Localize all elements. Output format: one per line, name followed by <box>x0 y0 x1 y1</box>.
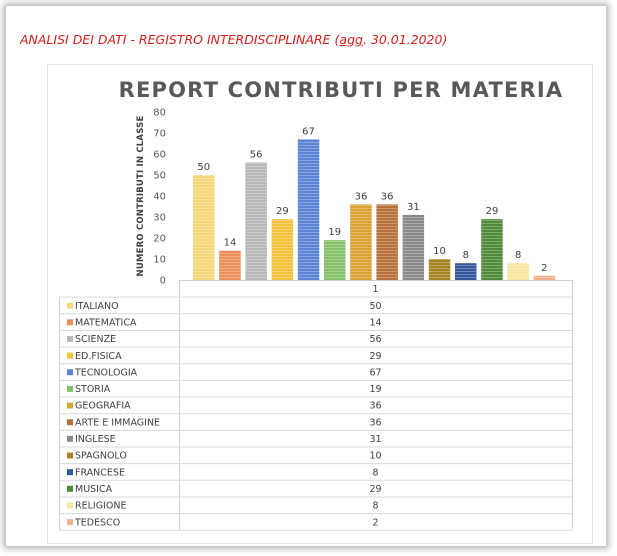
table-series-name: MATEMATICA <box>75 317 137 328</box>
legend-key <box>67 502 73 509</box>
table-value: 67 <box>369 367 381 378</box>
data-label: 19 <box>328 227 341 238</box>
table-series-name: ED.FISICA <box>75 351 122 362</box>
bar-texture <box>376 204 398 280</box>
bar-texture <box>428 259 451 280</box>
table-value: 56 <box>369 334 381 345</box>
chart-panel: REPORT CONTRIBUTI PER MATERIA NUMERO CONT… <box>47 64 593 544</box>
table-value: 8 <box>372 467 378 478</box>
table-series-name: ARTE E IMMAGINE <box>75 417 160 428</box>
bar-texture <box>481 219 503 280</box>
y-tick-label: 20 <box>153 234 166 245</box>
header-suffix: . 30.01.2020) <box>362 32 448 47</box>
data-label: 50 <box>197 162 210 173</box>
table-value: 29 <box>369 351 381 362</box>
y-tick-label: 70 <box>153 129 166 140</box>
y-tick-label: 0 <box>160 276 166 287</box>
data-label: 14 <box>224 238 237 249</box>
table-value: 8 <box>372 501 378 512</box>
table-series-name: SPAGNOLO <box>75 451 127 462</box>
table-value: 2 <box>372 517 378 528</box>
table-series-name: GEOGRAFIA <box>75 401 131 412</box>
legend-key <box>67 469 73 476</box>
bar-texture <box>245 162 267 280</box>
table-value: 31 <box>369 434 381 445</box>
table-series-name: STORIA <box>75 384 111 395</box>
bar-texture <box>507 263 529 280</box>
legend-key <box>67 369 73 376</box>
legend-key <box>67 402 73 409</box>
table-category-label: 1 <box>372 284 378 295</box>
report-header: ANALISI DEI DATI - REGISTRO INTERDISCIPL… <box>20 32 447 47</box>
legend-key <box>67 302 73 309</box>
legend-key <box>67 485 73 492</box>
y-tick-label: 10 <box>153 255 166 266</box>
table-series-name: FRANCESE <box>75 467 125 478</box>
header-prefix: ANALISI DEI DATI - REGISTRO INTERDISCIPL… <box>20 32 340 47</box>
report-card: ANALISI DEI DATI - REGISTRO INTERDISCIPL… <box>6 6 606 546</box>
bar-texture <box>533 275 556 280</box>
legend-key <box>67 319 73 326</box>
table-series-name: RELIGIONE <box>75 501 126 512</box>
data-label: 8 <box>463 250 469 261</box>
chart-title: REPORT CONTRIBUTI PER MATERIA <box>119 78 564 102</box>
y-axis-label: NUMERO CONTRIBUTI IN CLASSE <box>136 116 146 277</box>
table-series-name: INGLESE <box>75 434 116 445</box>
bar-texture <box>402 214 425 280</box>
table-value: 19 <box>369 384 381 395</box>
bar-texture <box>193 175 215 280</box>
data-label: 8 <box>515 250 521 261</box>
table-value: 36 <box>369 401 381 412</box>
bar-texture <box>271 219 294 280</box>
data-label: 36 <box>381 191 394 202</box>
data-label: 36 <box>355 191 368 202</box>
bar-texture <box>297 139 320 280</box>
y-tick-label: 50 <box>153 171 166 182</box>
legend-key <box>67 435 73 442</box>
bar-chart: REPORT CONTRIBUTI PER MATERIA NUMERO CONT… <box>59 78 573 531</box>
legend-key <box>67 335 73 342</box>
table-series-name: TEDESCO <box>74 517 120 528</box>
data-label: 29 <box>276 206 289 217</box>
table-value: 14 <box>369 317 381 328</box>
data-label: 31 <box>407 202 420 213</box>
legend-key <box>67 385 73 392</box>
data-label: 10 <box>433 246 446 257</box>
bar-texture <box>350 204 372 280</box>
table-series-name: SCIENZE <box>75 334 116 345</box>
bar-texture <box>324 240 346 280</box>
bar-texture <box>219 250 241 280</box>
legend-key <box>67 419 73 426</box>
y-tick-label: 40 <box>153 192 166 203</box>
table-series-name: ITALIANO <box>75 301 119 312</box>
table-value: 50 <box>369 301 381 312</box>
table-value: 10 <box>369 451 381 462</box>
table-series-name: TECNOLOGIA <box>74 367 138 378</box>
table-value: 36 <box>369 417 381 428</box>
y-tick-label: 80 <box>153 108 166 119</box>
header-agg: agg <box>339 32 363 47</box>
legend-key <box>67 352 73 359</box>
y-tick-label: 30 <box>153 213 166 224</box>
legend-key <box>67 519 73 526</box>
data-label: 29 <box>486 206 499 217</box>
data-label: 2 <box>541 263 547 274</box>
data-label: 67 <box>302 126 315 137</box>
table-value: 29 <box>369 484 381 495</box>
legend-key <box>67 452 73 459</box>
bar-texture <box>455 263 477 280</box>
y-tick-label: 60 <box>153 150 166 161</box>
data-label: 56 <box>250 149 263 160</box>
table-series-name: MUSICA <box>75 484 113 495</box>
